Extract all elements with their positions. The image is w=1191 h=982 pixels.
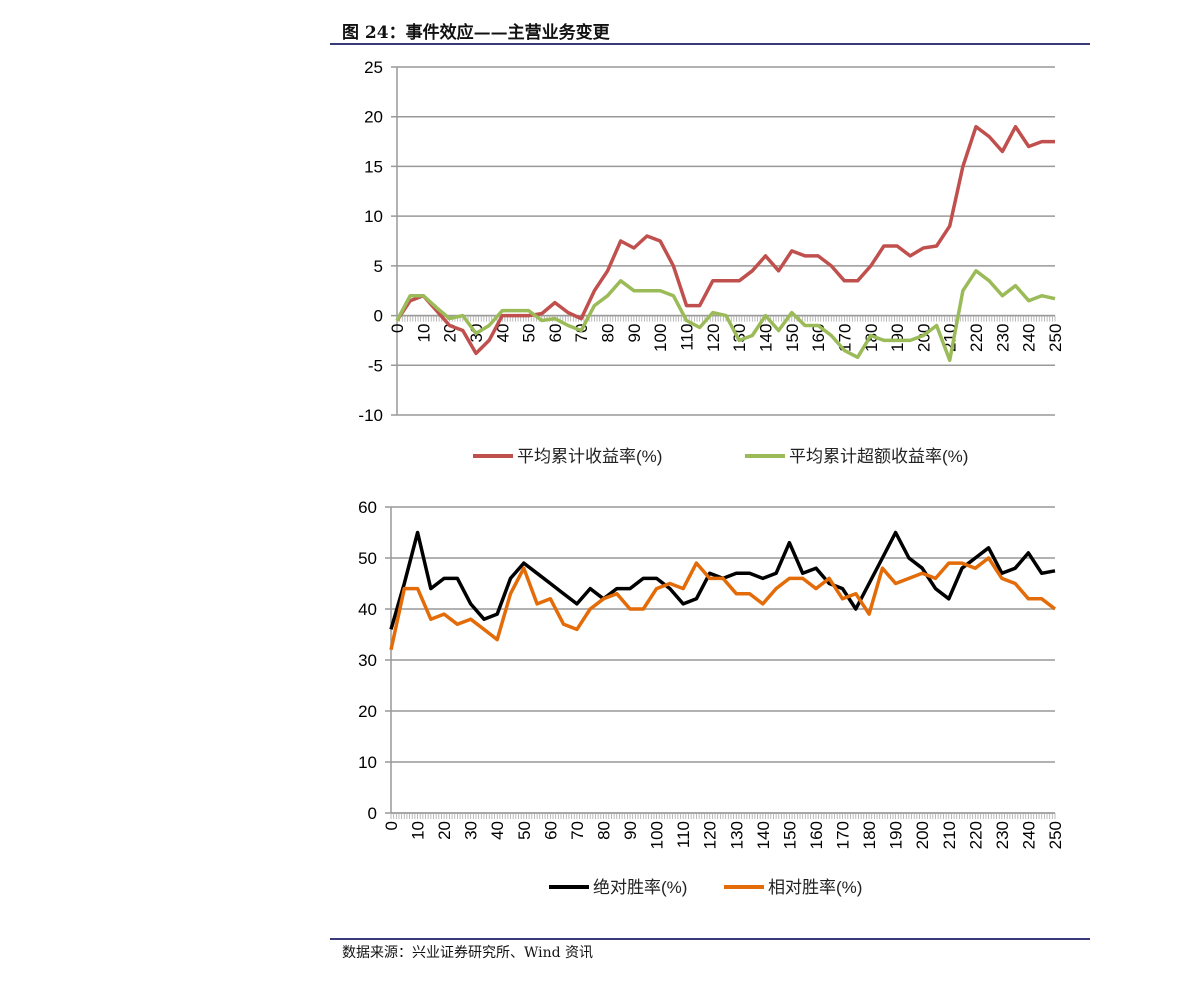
- x-tick-label: 10: [414, 324, 433, 343]
- series-line-2: [389, 556, 1057, 651]
- x-tick-label: 140: [754, 821, 773, 849]
- legend-label: 平均累计收益率(%): [517, 447, 662, 466]
- series-line-2: [395, 269, 1056, 363]
- y-tick-label: 60: [358, 498, 377, 517]
- x-tick-label: 190: [888, 324, 907, 352]
- x-tick-label: 120: [704, 324, 723, 352]
- x-axis-minor-ticks: [390, 813, 1056, 819]
- y-tick-label: 40: [358, 600, 377, 619]
- y-tick-label: 0: [368, 804, 377, 823]
- y-tick-label: 50: [358, 549, 377, 568]
- title-rule: [330, 43, 1090, 45]
- x-tick-label: 190: [887, 821, 906, 849]
- x-tick-label: 200: [913, 821, 932, 849]
- x-tick-label: 10: [409, 821, 428, 840]
- x-tick-label: 80: [599, 324, 618, 343]
- series-line-1: [395, 124, 1055, 356]
- x-tick-label: 140: [756, 324, 775, 352]
- x-tick-label: 110: [678, 324, 697, 351]
- x-tick-label: 180: [860, 821, 879, 849]
- x-tick-label: 90: [621, 821, 640, 840]
- x-tick-label: 130: [727, 821, 746, 849]
- x-tick-label: 0: [382, 821, 401, 830]
- y-tick-label: -10: [358, 406, 383, 425]
- x-tick-label: 220: [967, 324, 986, 352]
- legend-label: 相对胜率(%): [768, 878, 862, 897]
- legend-label: 平均累计超额收益率(%): [789, 447, 968, 466]
- x-tick-label: 240: [1020, 324, 1039, 352]
- x-tick-label: 210: [940, 821, 959, 849]
- x-tick-label: 230: [993, 821, 1012, 849]
- y-tick-label: 0: [374, 307, 383, 326]
- x-tick-label: 150: [783, 324, 802, 352]
- x-tick-label: 40: [493, 324, 512, 343]
- x-tick-label: 220: [966, 821, 985, 849]
- x-tick-label: 90: [625, 324, 644, 343]
- x-tick-label: 160: [807, 821, 826, 849]
- y-tick-label: 10: [364, 207, 383, 226]
- x-tick-label: 50: [520, 324, 539, 343]
- y-tick-label: 5: [374, 257, 383, 276]
- figure-title: 图 24：事件效应——主营业务变更: [342, 23, 610, 43]
- x-tick-label: 40: [488, 821, 507, 840]
- y-tick-label: 15: [364, 157, 383, 176]
- x-tick-label: 80: [594, 821, 613, 840]
- x-tick-label: 120: [701, 821, 720, 849]
- y-tick-label: 30: [358, 651, 377, 670]
- chart-2: 0 10 20 30 40 50 60 0 10 20 30 40 50 60 70 80 90 100 110 12…: [358, 498, 1065, 897]
- x-tick-label: 60: [541, 821, 560, 840]
- x-tick-label: 170: [834, 821, 853, 849]
- y-tick-label: 25: [364, 58, 383, 77]
- x-tick-label: 100: [648, 821, 667, 849]
- legend-label: 绝对胜率(%): [593, 878, 687, 897]
- x-tick-label: 250: [1046, 324, 1065, 352]
- x-tick-label: 100: [651, 324, 670, 352]
- x-tick-label: 150: [780, 821, 799, 849]
- x-tick-label: 0: [388, 324, 407, 333]
- x-tick-label: 60: [546, 324, 565, 343]
- footer-rule: [330, 938, 1090, 940]
- x-tick-label: 50: [515, 821, 534, 840]
- x-tick-label: 110: [674, 821, 693, 848]
- y-tick-label: 20: [358, 702, 377, 721]
- x-tick-label: 70: [568, 821, 587, 840]
- y-tick-label: -5: [368, 356, 383, 375]
- x-tick-label: 20: [435, 821, 454, 840]
- y-tick-label: 20: [364, 108, 383, 127]
- x-tick-label: 170: [835, 324, 854, 352]
- y-tick-label: 10: [358, 753, 377, 772]
- source-note: 数据来源：兴业证券研究所、Wind 资讯: [342, 945, 594, 961]
- x-tick-label: 230: [993, 324, 1012, 352]
- x-tick-label: 240: [1019, 821, 1038, 849]
- x-tick-label: 250: [1046, 821, 1065, 849]
- x-tick-label: 30: [462, 821, 481, 840]
